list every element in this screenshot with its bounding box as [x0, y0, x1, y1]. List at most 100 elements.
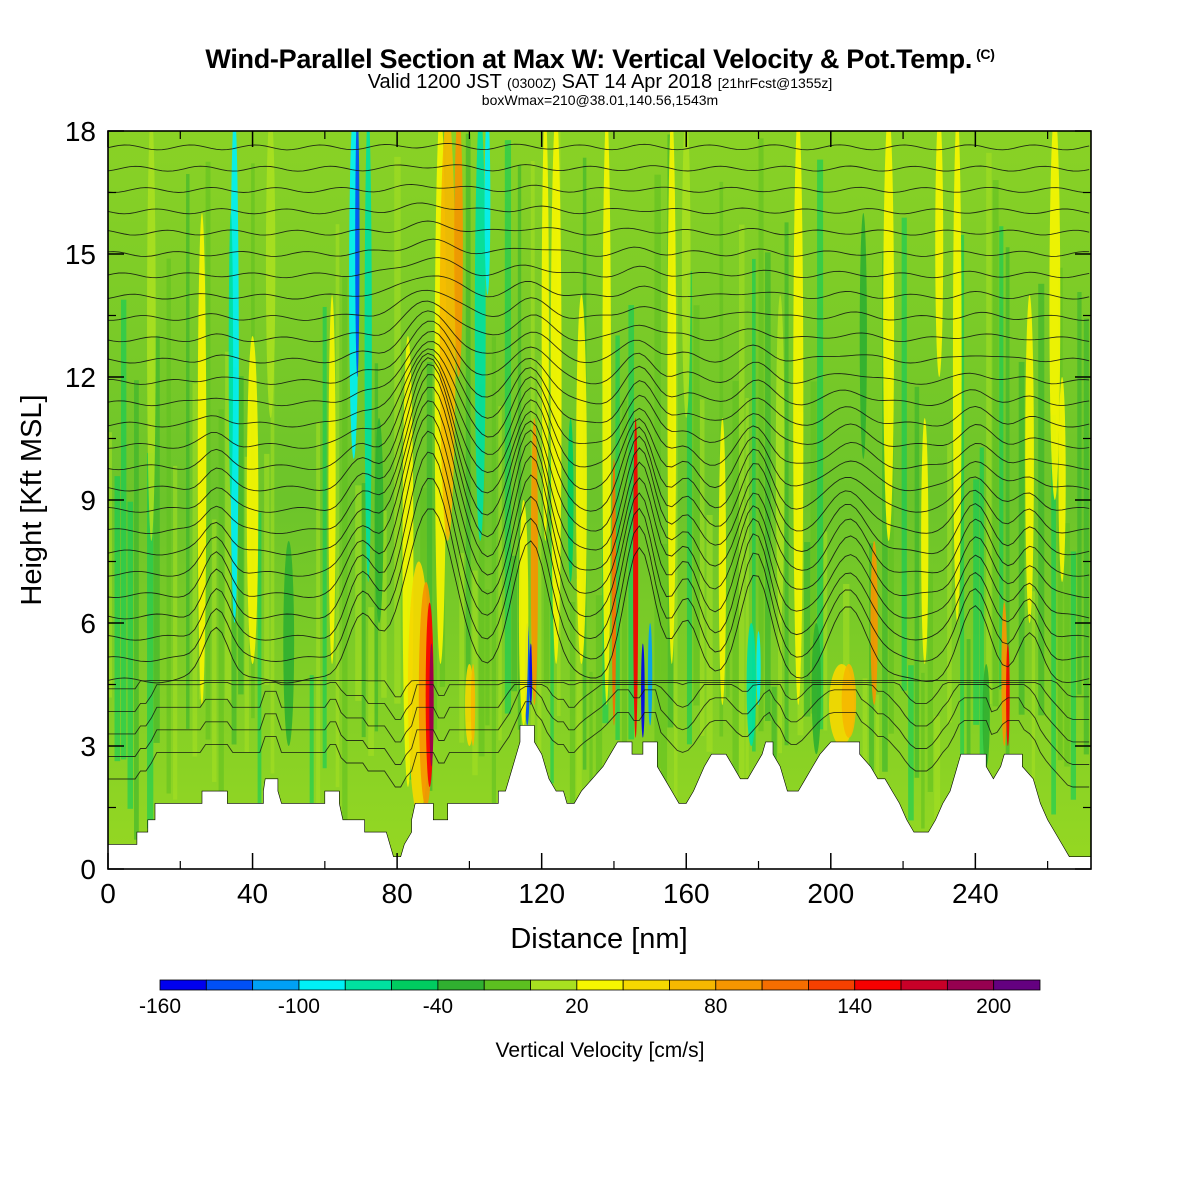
velocity-texture — [1018, 361, 1025, 715]
velocity-texture — [628, 305, 635, 740]
x-axis-label: Distance [nm] — [510, 923, 687, 955]
colorbar-swatch — [205, 979, 254, 991]
y-tick-label: 6 — [80, 608, 96, 639]
velocity-texture — [238, 376, 244, 695]
colorbar-title: Vertical Velocity [cm/s] — [496, 1039, 705, 1062]
theta-contour — [108, 477, 1090, 662]
x-tick-label: 80 — [382, 878, 413, 909]
velocity-texture — [212, 519, 217, 782]
velocity-streak — [484, 131, 491, 295]
colorbar-swatch — [391, 979, 439, 991]
velocity-streak — [530, 418, 539, 705]
velocity-texture — [973, 479, 980, 725]
velocity-texture — [192, 383, 198, 757]
velocity-texture — [264, 453, 270, 686]
velocity-texture — [595, 595, 603, 834]
chart-title-text: Wind-Parallel Section at Max W: Vertical… — [205, 44, 973, 74]
velocity-streak — [746, 623, 756, 746]
theta-contour — [108, 681, 1090, 720]
velocity-streak — [811, 623, 822, 755]
x-tick-label: 200 — [807, 878, 854, 909]
velocity-texture — [615, 335, 620, 740]
colorbar: -160 -100 -40 20 80 140 200 — [139, 979, 1041, 1018]
velocity-texture — [869, 543, 874, 826]
velocity-texture — [108, 432, 112, 698]
theta-contour — [108, 330, 1090, 407]
y-tick-label: 3 — [80, 731, 96, 762]
colorbar-swatch — [808, 979, 856, 991]
theta-contour — [108, 374, 1090, 535]
velocity-texture — [686, 271, 692, 745]
valid-date-text: SAT 14 Apr 2018 — [561, 71, 713, 93]
theta-contour — [108, 679, 1090, 698]
colorbar-swatch — [993, 979, 1041, 991]
velocity-texture — [342, 275, 348, 849]
colorbar-label: -100 — [278, 995, 320, 1018]
velocity-texture — [114, 476, 121, 762]
x-tick-label: 240 — [952, 878, 999, 909]
velocity-streak — [541, 131, 549, 541]
theta-contour — [108, 289, 1090, 321]
potential-temperature-contours — [108, 142, 1090, 788]
velocity-texture — [673, 293, 678, 810]
theta-contour — [108, 310, 1090, 364]
theta-contour — [108, 363, 1090, 513]
colorbar-swatch — [761, 979, 809, 991]
x-axis: 0 40 80 120 160 200 240 — [100, 131, 1049, 909]
y-axis: 0 3 6 9 12 15 18 — [65, 116, 1091, 885]
theta-contour — [108, 202, 1090, 215]
velocity-texture — [765, 252, 771, 721]
velocity-streak — [952, 131, 962, 623]
velocity-texture — [511, 555, 518, 692]
chart-title-tag: (C) — [976, 46, 995, 62]
vertical-velocity-field — [108, 131, 1091, 869]
velocity-texture — [921, 672, 925, 829]
velocity-texture — [706, 515, 713, 752]
velocity-texture — [745, 398, 749, 830]
velocity-texture — [810, 381, 817, 714]
theta-contour — [108, 320, 1090, 385]
colorbar-swatch — [946, 979, 995, 991]
theta-contour — [108, 238, 1090, 257]
x-tick-label: 160 — [663, 878, 710, 909]
velocity-streak — [364, 131, 372, 582]
velocity-streak — [793, 131, 804, 705]
velocity-texture — [498, 406, 502, 741]
colorbar-swatch — [715, 979, 763, 991]
velocity-texture — [257, 512, 262, 836]
velocity-streak — [921, 418, 929, 664]
velocity-streak — [1049, 131, 1061, 500]
theta-contour — [108, 348, 1090, 449]
valid-utc-text: (0300Z) — [507, 75, 557, 91]
velocity-streak — [355, 131, 360, 377]
colorbar-swatch — [900, 979, 948, 991]
velocity-texture — [738, 224, 745, 814]
velocity-texture — [368, 607, 374, 756]
velocity-streak — [859, 213, 867, 459]
velocity-texture — [335, 224, 340, 788]
theta-contour — [108, 220, 1090, 236]
x-tick-label: 0 — [100, 878, 116, 909]
velocity-streak — [633, 418, 639, 738]
colorbar-swatch — [298, 979, 346, 991]
chart-title: Wind-Parallel Section at Max W: Vertical… — [0, 44, 1200, 75]
x-tick-label: 40 — [237, 878, 268, 909]
velocity-streak — [667, 131, 677, 664]
theta-contour — [108, 414, 1090, 599]
velocity-streak — [982, 664, 990, 767]
velocity-streak — [147, 131, 156, 541]
y-tick-label: 9 — [80, 485, 96, 516]
velocity-streak — [1001, 602, 1008, 746]
velocity-texture — [309, 675, 314, 804]
colorbar-label: 80 — [704, 995, 727, 1018]
velocity-texture — [225, 351, 232, 700]
forecast-hour-text: [21hrFcst@1355z] — [717, 75, 833, 91]
velocity-texture — [322, 306, 327, 769]
velocity-texture — [966, 639, 971, 779]
velocity-texture — [166, 258, 171, 794]
velocity-texture — [270, 358, 275, 774]
y-tick-label: 15 — [65, 239, 96, 270]
velocity-streak — [374, 418, 384, 623]
velocity-texture — [960, 234, 965, 847]
velocity-streak — [1058, 377, 1066, 582]
